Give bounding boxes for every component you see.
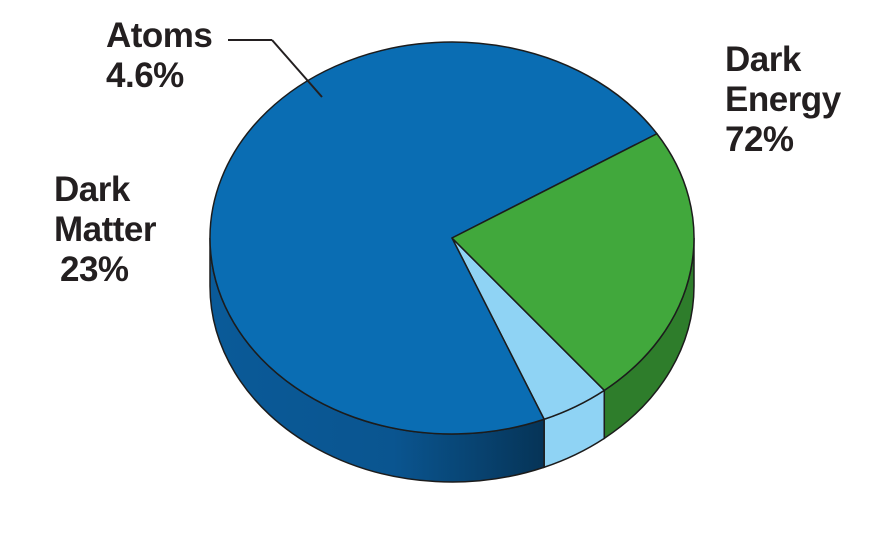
- dark-energy-label-line2: Energy: [725, 80, 841, 119]
- dark-energy-label-value: 72%: [725, 120, 794, 159]
- pie-slice-dark-energy: [209, 41, 658, 435]
- dark-matter-label-value: 23%: [60, 250, 129, 289]
- dark-energy-label-line1: Dark: [725, 40, 801, 79]
- atoms-label: Atoms 4.6%: [106, 16, 213, 96]
- atoms-label-value: 4.6%: [106, 56, 184, 95]
- atoms-leader-line-diagonal: [271, 39, 323, 98]
- atoms-label-name: Atoms: [106, 16, 213, 55]
- dark-matter-label-line1: Dark: [54, 170, 130, 209]
- dark-matter-label-line2: Matter: [54, 210, 157, 249]
- dark-energy-label: Dark Energy 72%: [725, 40, 841, 160]
- dark-matter-label: Dark Matter 23%: [54, 170, 157, 290]
- pie-slice-dark-matter: [451, 133, 695, 392]
- pie-slices: [209, 41, 695, 435]
